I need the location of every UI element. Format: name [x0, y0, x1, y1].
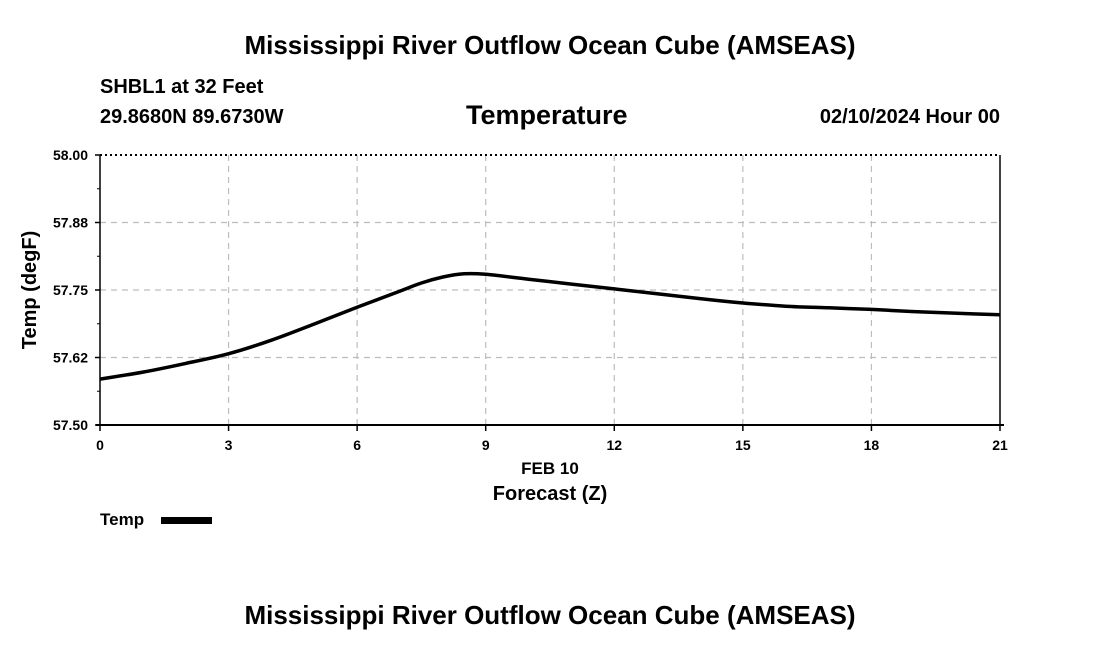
y-tick-label: 57.62 — [53, 350, 88, 366]
y-tick-label: 58.00 — [53, 147, 88, 163]
y-tick-label: 57.50 — [53, 417, 88, 433]
y-axis-label: Temp (degF) — [19, 231, 41, 350]
y-tick-label: 57.75 — [53, 282, 88, 298]
x-axis-date-label: FEB 10 — [521, 459, 579, 478]
x-tick-label: 9 — [482, 437, 490, 453]
grid — [100, 155, 1000, 425]
y-tick-label: 57.88 — [53, 215, 88, 231]
forecast-datetime: 02/10/2024 Hour 00 — [819, 106, 1000, 128]
x-tick-label: 12 — [606, 437, 622, 453]
parameter-title: Temperature — [466, 100, 628, 130]
legend-line-swatch — [161, 517, 212, 524]
x-tick-label: 21 — [992, 437, 1008, 453]
labels: FEB 10 Forecast (Z) Temp (degF) — [19, 231, 607, 505]
x-tick-label: 3 — [225, 437, 233, 453]
chart-title: Mississippi River Outflow Ocean Cube (AM… — [244, 30, 856, 60]
series-line-temp — [99, 271, 1001, 381]
series-layer — [99, 271, 1001, 381]
x-axis-label: Forecast (Z) — [493, 483, 607, 505]
x-tick-label: 0 — [96, 437, 104, 453]
axes: 0 3 6 9 12 15 18 21 57.50 57.62 57.75 57.88 58.00 — [53, 147, 1008, 453]
station-coordinates: 29.8680N 89.6730W — [100, 106, 284, 128]
x-tick-label: 6 — [353, 437, 361, 453]
footer-title: Mississippi River Outflow Ocean Cube (AM… — [244, 600, 856, 630]
x-tick-label: 15 — [735, 437, 751, 453]
legend-label: Temp — [100, 510, 145, 529]
station-label: SHBL1 at 32 Feet — [100, 76, 264, 98]
x-tick-label: 18 — [864, 437, 880, 453]
